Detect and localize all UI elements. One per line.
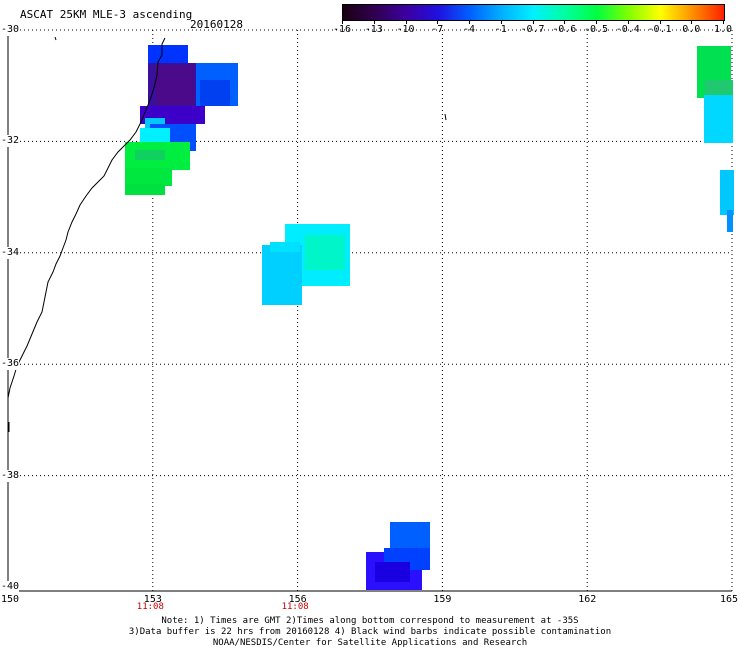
colorbar-tick: [659, 20, 661, 24]
colorbar-tick: [691, 20, 693, 24]
tick-mark: [54, 36, 57, 41]
colorbar-tick: [723, 20, 724, 24]
colorbar-tick: [596, 20, 597, 24]
time-label: 11:08: [281, 602, 309, 612]
colorbar-label: -0.4: [615, 24, 640, 35]
x-tick-label: 165: [720, 594, 739, 605]
note-line-1: Note: 1) Times are GMT 2)Times along bot…: [161, 616, 579, 626]
x-tick-label: 150: [1, 594, 20, 605]
colorbar-label: -16: [333, 24, 352, 35]
colorbar-label: -0.7: [520, 24, 545, 35]
colorbar-label: -0.6: [552, 24, 577, 35]
colorbar-tick: [373, 20, 375, 24]
colorbar-label: -1: [494, 24, 507, 35]
colorbar-tick: [500, 20, 502, 24]
colorbar-tick: [469, 20, 470, 24]
colorbar-label: -4: [463, 24, 476, 35]
y-tick-label: -38: [1, 469, 20, 482]
colorbar-tick: [532, 20, 534, 24]
y-tick-label: -32: [1, 135, 20, 148]
colorbar: [342, 4, 725, 21]
wind-swath-center: [262, 224, 350, 305]
time-label: 11:08: [136, 602, 164, 612]
y-tick-label: -40: [1, 581, 20, 593]
colorbar-label: -10: [396, 24, 415, 35]
colorbar-tick: [437, 20, 439, 24]
x-tick-label: 153: [143, 594, 162, 605]
y-tick-label: -34: [1, 246, 20, 259]
colorbar-tick: [405, 20, 407, 24]
colorbar-label: -13: [364, 24, 383, 35]
x-tick-label: 162: [578, 594, 597, 605]
wind-swath-south: [366, 522, 430, 590]
colorbar-tick: [627, 20, 629, 24]
x-tick-label: 156: [288, 594, 307, 605]
note-line-3: NOAA/NESDIS/Center for Satellite Applica…: [212, 638, 528, 648]
colorbar-label: -0.5: [584, 24, 609, 35]
y-tick-label: -30: [1, 24, 20, 36]
colorbar-tick: [564, 20, 566, 24]
y-tick-label: -36: [1, 358, 20, 371]
coastline: [7, 37, 166, 399]
chart-title: ASCAT 25KM MLE-3 ascending: [20, 8, 193, 21]
wind-swath-east: [697, 46, 734, 232]
colorbar-label: 0.0: [682, 24, 701, 35]
island-mark: [444, 113, 447, 121]
note-line-2: 3)Data buffer is 22 hrs from 20160128 4)…: [128, 627, 612, 637]
grid-lines: [8, 29, 733, 591]
colorbar-label: -0.1: [647, 24, 672, 35]
colorbar-label: 1.0: [714, 24, 733, 35]
colorbar-tick: [342, 20, 343, 24]
colorbar-label: -7: [431, 24, 444, 35]
chart-date: 20160128: [190, 18, 243, 31]
x-tick-label: 159: [433, 594, 452, 605]
wind-swath-north-west: [125, 45, 238, 195]
colorbar-gradient: [343, 5, 724, 20]
